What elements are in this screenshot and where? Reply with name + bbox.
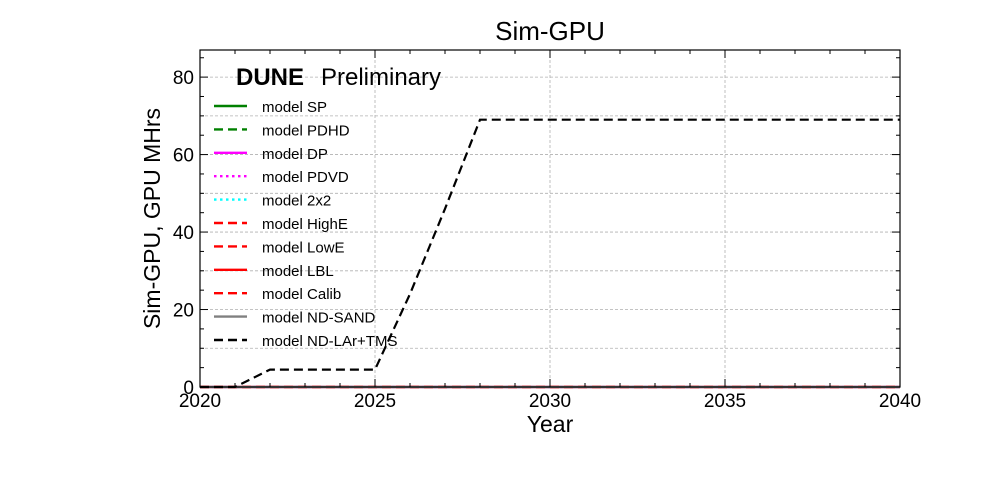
x-tick-label-2030: 2030 — [529, 391, 571, 412]
series-line-10 — [200, 118, 900, 389]
legend: model SP model PDHD model DP model PDVD mode… — [214, 99, 397, 350]
dune-preliminary-badge: DUNE Preliminary — [236, 64, 441, 91]
grid — [199, 50, 901, 387]
y-axis-title: Sim-GPU, GPU MHrs — [139, 108, 165, 329]
legend-label-5: model HighE — [262, 216, 348, 233]
legend-label-3: model PDVD — [262, 169, 349, 186]
legend-label-10: model ND-LAr+TMS — [262, 333, 397, 350]
legend-label-1: model PDHD — [262, 122, 350, 139]
legend-label-9: model ND-SAND — [262, 310, 376, 327]
legend-label-7: model LBL — [262, 263, 334, 280]
y-tick-label-20: 20 — [173, 301, 194, 322]
x-tick-label-2040: 2040 — [879, 391, 921, 412]
legend-label-2: model DP — [262, 146, 328, 163]
x-tick-label-2025: 2025 — [354, 391, 396, 412]
legend-label-6: model LowE — [262, 239, 345, 256]
legend-label-0: model SP — [262, 99, 327, 116]
x-tick-label-2020: 2020 — [179, 391, 221, 412]
legend-label-4: model 2x2 — [262, 193, 331, 210]
y-tick-label-80: 80 — [173, 68, 194, 89]
legend-label-8: model Calib — [262, 286, 341, 303]
x-tick-label-2035: 2035 — [704, 391, 746, 412]
badge-preliminary: Preliminary — [321, 64, 441, 91]
badge-dune: DUNE — [236, 64, 304, 91]
y-tick-label-0: 0 — [183, 378, 194, 399]
y-tick-label-40: 40 — [173, 223, 194, 244]
chart-title: Sim-GPU — [495, 16, 605, 46]
axis-ticks — [199, 50, 901, 388]
y-tick-label-60: 60 — [173, 146, 194, 167]
x-axis-title: Year — [527, 411, 574, 437]
